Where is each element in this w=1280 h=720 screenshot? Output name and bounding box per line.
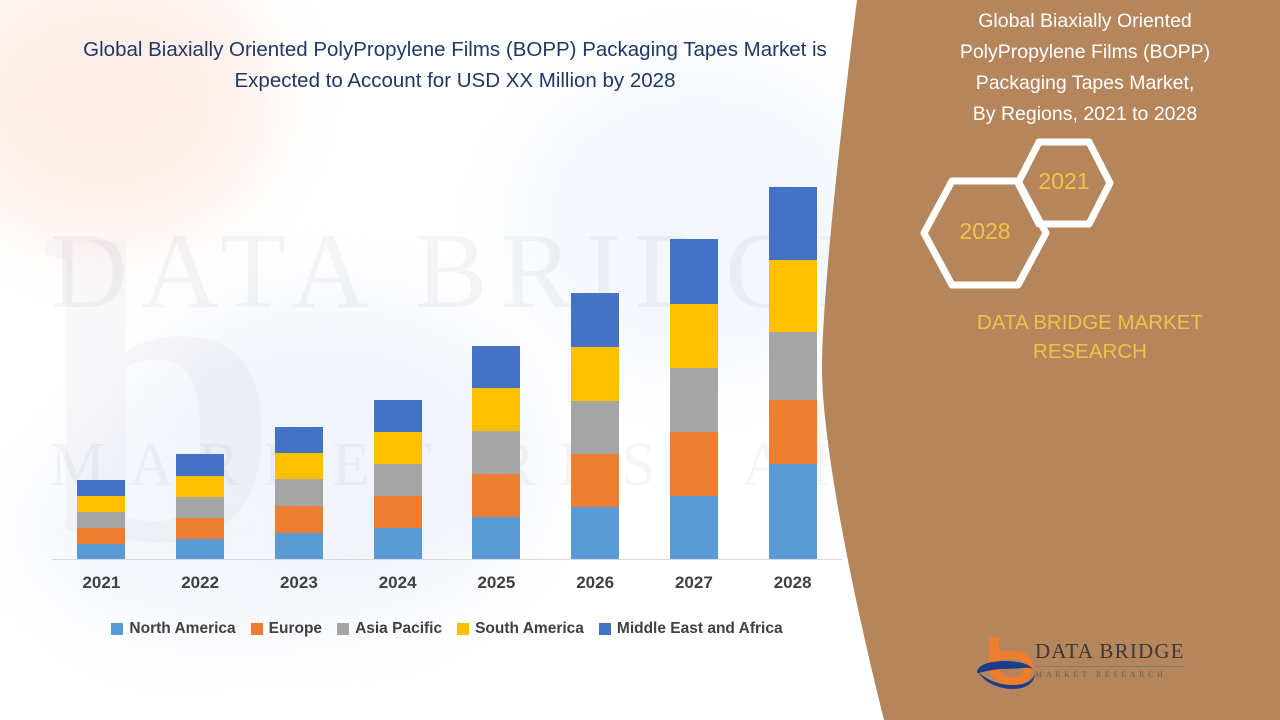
bar-segment [176,497,225,518]
legend-item[interactable]: Asia Pacific [337,620,442,638]
stacked-bar [768,187,817,560]
bar-column [452,346,540,560]
bar-segment [176,539,225,560]
bar-segment [373,400,422,432]
bar-segment [571,401,620,454]
bar-column [650,239,738,560]
bar-segment [274,427,323,453]
stacked-bar [472,346,521,560]
legend-label: South America [475,620,584,637]
bar-segment [472,346,521,388]
hexagon-2021-label: 2021 [1038,168,1090,194]
bar-column [156,454,244,560]
legend-item[interactable]: Middle East and Africa [598,620,783,638]
bar-group [52,120,842,560]
x-axis-tick: 2024 [378,573,417,592]
x-axis-tick: 2021 [82,573,121,592]
bar-segment [669,368,718,432]
bar-segment [274,533,323,560]
bar-segment [373,496,422,528]
bar-segment [77,496,126,512]
chart-panel: b DATA BRIDGE MARKET RESEARCH Global Bia… [0,0,883,642]
bar-segment [176,476,225,497]
hexagon-2021-icon [1014,138,1114,228]
bar-segment [669,496,718,560]
hexagon-2028-label: 2028 [959,218,1011,244]
company-logo: DATA BRIDGE MARKET RESEARCH [975,635,1205,695]
chart-legend: North America Europe Asia Pacific South Ame… [52,616,842,642]
x-axis-tick: 2026 [576,573,615,592]
legend-item[interactable]: South America [457,620,584,638]
bar-segment [373,528,422,560]
bar-column [255,427,343,560]
bar-segment [274,453,323,479]
logo-title: DATA BRIDGE [1035,639,1185,667]
bar-segment [768,464,817,560]
x-axis-tick: 2027 [674,573,713,592]
legend-swatch [457,623,470,635]
bar-segment [571,293,620,347]
bar-segment [669,304,718,368]
bar-segment [472,517,521,560]
bar-segment [768,260,817,332]
bar-segment [373,432,422,464]
x-axis-tick: 2023 [279,573,318,592]
bar-segment [77,512,126,528]
bar-segment [176,454,225,476]
bar-column [354,400,442,560]
x-axis-tick: 2022 [181,573,220,592]
stacked-bar [571,293,620,560]
bar-segment [77,528,126,544]
bar-segment [77,480,126,496]
brand-panel-title: Global Biaxially Oriented PolyPropylene … [959,10,1211,125]
bar-segment [472,388,521,431]
legend-label: Asia Pacific [355,620,443,637]
legend-item[interactable]: Europe [250,620,323,638]
bar-column [749,187,837,560]
bar-segment [571,507,620,560]
legend-label: Middle East and Africa [616,620,783,637]
chart-title: Global Biaxially Oriented PolyPropylene … [83,38,827,92]
brand-name: DATA BRIDGE MARKET RESEARCH [977,311,1203,363]
bar-segment [373,464,422,496]
bar-segment [274,479,323,506]
stacked-bar [77,480,126,560]
bar-segment [571,347,620,401]
bar-column [551,293,639,560]
bar-column [57,480,145,560]
x-axis-baseline [52,559,842,560]
bar-segment [571,454,620,507]
x-axis-labels: 2021 2022 2023 2024 2025 2026 2027 2028 [52,566,842,600]
x-axis-tick: 2025 [477,573,516,592]
hexagon-graphic: 2028 2021 [900,138,1280,289]
stacked-bar [176,454,225,560]
bar-segment [669,239,718,304]
bar-segment [472,431,521,474]
stacked-bar [373,400,422,560]
logo-wordmark: DATA BRIDGE MARKET RESEARCH [1035,639,1185,679]
bar-segment [77,544,126,560]
data-bridge-logo-icon [977,637,1035,689]
bar-segment [472,474,521,517]
bar-segment [176,518,225,539]
stacked-bar [669,239,718,560]
legend-label: Europe [268,620,323,637]
stacked-bar [274,427,323,560]
bar-segment [768,187,817,260]
chart-plot-area [52,120,842,560]
brand-panel-content: Global Biaxially Oriented PolyPropylene … [900,0,1280,720]
bar-segment [274,506,323,533]
legend-swatch [250,623,263,635]
legend-swatch [337,623,350,635]
legend-label: North America [129,620,236,637]
bar-segment [768,332,817,400]
logo-subtitle: MARKET RESEARCH [1035,670,1167,679]
x-axis-tick: 2028 [773,573,812,592]
legend-swatch [598,623,611,635]
legend-swatch [111,623,124,635]
bar-segment [768,400,817,464]
legend-item[interactable]: North America [111,620,236,638]
bar-segment [669,432,718,496]
